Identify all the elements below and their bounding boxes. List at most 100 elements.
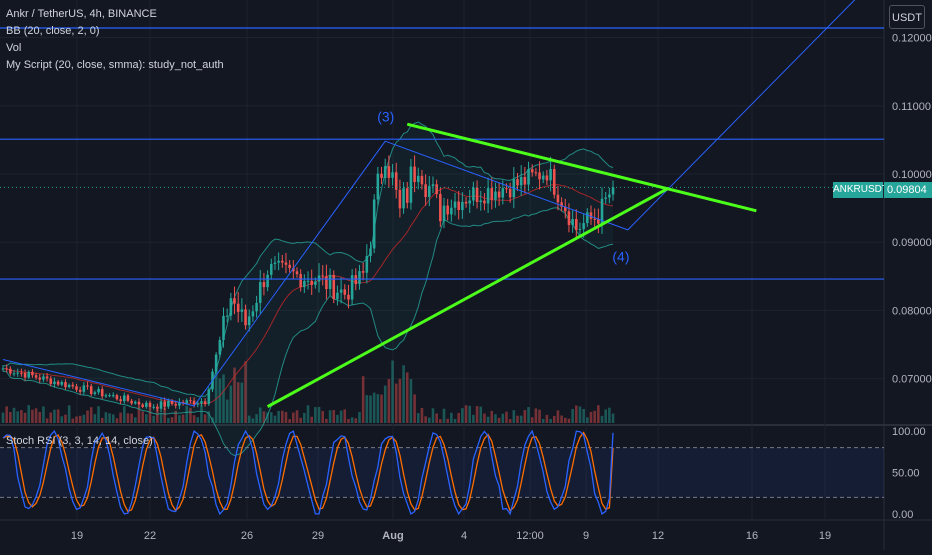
volume-bar: [310, 416, 313, 423]
volume-bar: [303, 412, 306, 423]
candle-body: [428, 186, 431, 197]
volume-bar: [563, 417, 567, 423]
script-indicator-label[interactable]: My Script (20, close, smma): study_not_a…: [6, 59, 224, 71]
volume-bar: [82, 414, 86, 423]
volume-bar: [486, 416, 490, 423]
volume-bar: [328, 410, 332, 423]
candle-body: [541, 175, 545, 180]
candle-body: [468, 200, 472, 204]
volume-bar: [372, 392, 376, 423]
candle-body: [405, 188, 409, 203]
volume-bar: [431, 408, 435, 423]
candle-body: [233, 298, 236, 304]
candle-body: [402, 188, 405, 209]
candle-body: [34, 375, 38, 378]
candle-body: [56, 381, 60, 385]
candle-body: [31, 371, 34, 376]
volume-bar: [450, 412, 453, 423]
volume-bar: [200, 405, 203, 423]
volume-bar: [64, 414, 67, 423]
volume-bar: [49, 412, 53, 423]
candle-body: [1, 368, 5, 370]
candle-body: [486, 188, 490, 204]
candle-body: [16, 372, 19, 374]
volume-bar: [464, 405, 468, 423]
volume-bar: [229, 385, 233, 423]
candle-body: [236, 303, 240, 312]
candle-body: [299, 274, 302, 288]
candle-body: [343, 289, 347, 295]
volume-bar: [178, 415, 181, 423]
stoch-rsi-label[interactable]: Stoch RSI (3, 3, 14, 14, close): [6, 435, 153, 447]
candle-body: [251, 311, 255, 317]
volume-bar: [134, 417, 137, 423]
candle-body: [519, 176, 523, 186]
volume-bar: [391, 360, 394, 423]
volume-bar: [552, 415, 556, 423]
volume-bar: [497, 417, 501, 423]
volume-bar: [266, 412, 269, 423]
volume-bar: [505, 411, 508, 423]
volume-bar: [593, 410, 596, 423]
candle-body: [501, 188, 505, 198]
volume-bar: [332, 410, 336, 423]
candle-body: [336, 292, 339, 299]
candle-body: [104, 395, 108, 397]
volume-bar: [262, 411, 266, 423]
candle-body: [365, 255, 369, 273]
candle-body: [332, 274, 336, 299]
volume-bar: [31, 409, 34, 423]
candle-body: [380, 173, 383, 178]
volume-bar: [556, 410, 560, 423]
volume-bar: [159, 413, 163, 423]
volume-bar: [20, 410, 23, 423]
candle-body: [255, 302, 258, 312]
volume-bar: [97, 406, 100, 423]
volume-bar: [339, 410, 343, 423]
candle-body: [391, 172, 394, 178]
candle-body: [86, 385, 89, 387]
candle-body: [600, 198, 604, 224]
volume-bar: [258, 407, 262, 423]
volume-bar: [461, 408, 464, 423]
volume-bar: [394, 383, 398, 423]
volume-bar: [244, 361, 247, 423]
candle-body: [450, 207, 453, 215]
volume-bar: [130, 413, 133, 423]
volume-bar: [428, 417, 431, 423]
candle-body: [288, 264, 291, 269]
candle-body: [314, 281, 317, 285]
volume-bar: [5, 406, 8, 423]
volume-bar: [277, 410, 280, 423]
candle-body: [115, 395, 119, 400]
time-tick-label: 12: [652, 530, 664, 542]
volume-bar: [479, 406, 483, 423]
candle-body: [589, 212, 593, 219]
vol-indicator-label[interactable]: Vol: [6, 42, 22, 54]
candle-body: [560, 202, 563, 207]
candle-body: [9, 368, 12, 374]
volume-bar: [214, 364, 218, 423]
stoch-band-fill: [0, 447, 884, 498]
candle-body: [310, 280, 313, 285]
candle-body: [420, 175, 424, 185]
candle-body: [189, 400, 192, 402]
volume-bar: [508, 419, 512, 423]
candle-body: [306, 280, 310, 282]
candle-body: [394, 172, 398, 190]
candle-body: [497, 191, 501, 198]
volume-bar: [350, 417, 354, 423]
symbol-title[interactable]: Ankr / TetherUS, 4h, BINANCE: [6, 8, 157, 20]
candle-body: [192, 400, 196, 405]
volume-bar: [611, 413, 615, 423]
bb-indicator-label[interactable]: BB (20, close, 2, 0): [6, 25, 100, 37]
volume-bar: [369, 395, 372, 423]
candle-body: [222, 315, 225, 341]
candle-body: [207, 389, 211, 404]
candle-body: [97, 389, 100, 393]
candle-body: [42, 376, 45, 380]
currency-button[interactable]: USDT: [889, 5, 925, 29]
candle-body: [571, 218, 574, 225]
